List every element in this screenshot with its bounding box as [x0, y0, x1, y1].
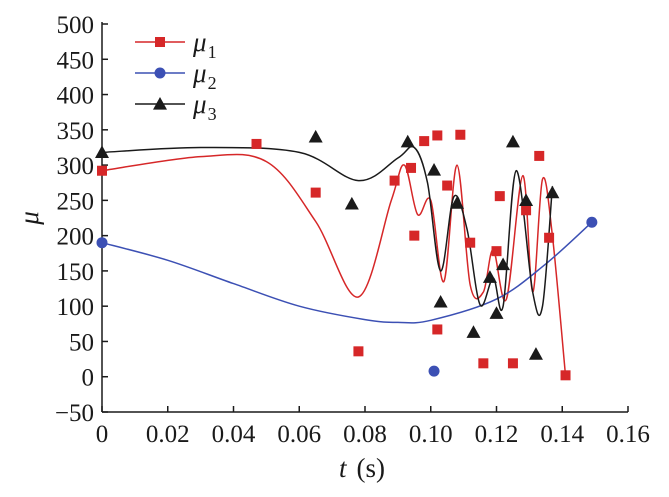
mu3-point	[505, 134, 520, 148]
mu1-point	[465, 237, 476, 248]
mu1-point	[406, 162, 417, 173]
mu1-point	[560, 370, 571, 381]
mu3-point	[344, 196, 359, 210]
mu3-point	[450, 196, 465, 209]
mu1-point	[432, 130, 443, 141]
mu3-curve	[101, 145, 554, 317]
y-tick-label: 200	[57, 224, 95, 251]
mu1-point	[507, 358, 518, 369]
mu1-curve	[101, 153, 567, 376]
mu1-legend-label: μ1	[192, 27, 217, 62]
x-tick-label: 0.08	[343, 421, 387, 448]
mu1-point	[455, 129, 466, 140]
mu1-point	[491, 246, 502, 257]
mu1-point	[409, 230, 420, 241]
y-tick-label: 400	[57, 83, 95, 110]
x-tick-label: 0.04	[212, 421, 256, 448]
mu1-point	[97, 165, 107, 176]
mu2-curve	[101, 221, 593, 324]
mu3-legend-label: μ3	[192, 89, 217, 124]
mu1-point	[251, 138, 262, 149]
mu2-point	[96, 237, 108, 249]
x-ticks: 0 0.02 0.04 0.06 0.08 0.10 0.12 0.14 0.16	[96, 406, 650, 448]
mu3-point	[489, 306, 504, 319]
mu1-point	[419, 136, 430, 147]
mu1-point	[544, 232, 555, 243]
mu3-legend-marker	[153, 97, 167, 110]
x-axis-label: t (s)	[339, 453, 385, 483]
y-ticks: −50 0 50 100 150 200 250 300 350 400 450 500	[55, 12, 108, 427]
mu1-point	[442, 180, 453, 191]
mu1-point	[389, 175, 400, 186]
x-tick-label: 0.02	[146, 421, 190, 448]
mu2-point	[428, 365, 440, 377]
x-tick-label: 0.06	[277, 421, 321, 448]
axes	[101, 22, 628, 413]
x-tick-label: 0.14	[540, 421, 584, 448]
mu3-point	[433, 294, 448, 308]
series-curves	[101, 145, 593, 376]
x-tick-label: 0.16	[606, 421, 650, 448]
mu3-point	[466, 325, 481, 338]
mu3-point	[496, 257, 511, 271]
mu3-point	[545, 185, 560, 199]
mu2-legend-label: μ2	[192, 58, 217, 93]
y-tick-label: 0	[82, 365, 95, 392]
y-tick-label: 100	[57, 294, 95, 321]
y-tick-label: 500	[57, 12, 95, 39]
mu2-point	[586, 216, 598, 228]
x-tick-label: 0	[96, 421, 109, 448]
mu3-point	[519, 193, 534, 206]
mu3-point	[482, 270, 497, 283]
y-tick-label: 250	[57, 188, 95, 215]
mu1-point	[310, 187, 321, 198]
y-tick-label: 350	[57, 118, 95, 145]
mu3-point	[95, 145, 109, 158]
y-tick-label: −50	[55, 400, 94, 427]
y-tick-label: 450	[57, 47, 95, 74]
mu3-point	[528, 347, 543, 360]
y-tick-label: 300	[57, 153, 95, 180]
mu2-legend-marker	[154, 67, 166, 79]
y-tick-label: 150	[57, 259, 95, 286]
series-markers	[95, 129, 598, 381]
mu1-point	[432, 324, 443, 335]
y-axis-label: μ	[14, 211, 44, 226]
mu3-point	[308, 129, 323, 143]
mu1-point	[534, 150, 545, 161]
x-axis-label-unit: (s)	[357, 453, 386, 483]
y-tick-label: 50	[69, 329, 94, 356]
x-axis-label-symbol: t	[339, 453, 348, 483]
x-tick-label: 0.10	[409, 421, 453, 448]
mu1-point	[494, 191, 505, 202]
mu3-point	[400, 134, 415, 148]
mu3-point	[427, 163, 442, 176]
mu1-point	[478, 358, 489, 369]
mu1-point	[521, 205, 532, 216]
mu1-legend-marker	[155, 37, 165, 47]
mu1-point	[353, 346, 364, 357]
x-tick-label: 0.12	[475, 421, 519, 448]
